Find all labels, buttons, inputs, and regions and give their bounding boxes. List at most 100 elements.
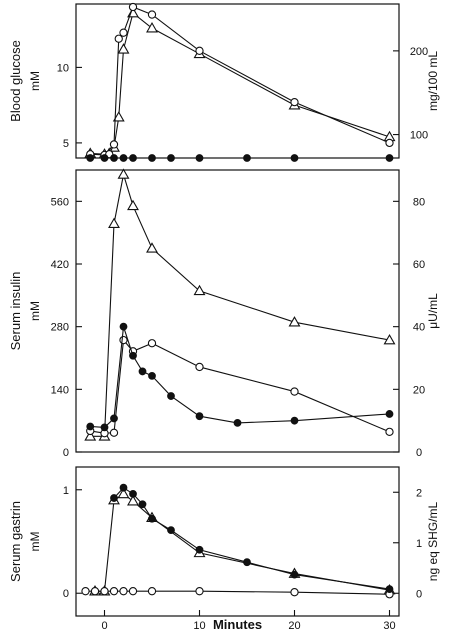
gastrin-data-point-circle-filled [119, 483, 128, 492]
glucose-right-tick-label: 200 [410, 46, 428, 58]
glucose-right-axis-title: mg/100 mL [426, 51, 440, 111]
gastrin-data-point-triangle-open [117, 487, 130, 499]
glucose-data-point-circle-filled [148, 154, 156, 162]
insulin-data-point-circle-filled [86, 422, 95, 431]
gastrin-data-point-triangle-open [127, 495, 139, 506]
glucose-series-line-circle-open [90, 6, 390, 156]
gastrin-data-point-circle-filled [110, 494, 118, 502]
insulin-left-tick-label: 420 [51, 259, 69, 271]
glucose-data-point-circle-open [128, 2, 138, 12]
gastrin-right-tick-label: 1 [416, 538, 422, 550]
insulin-data-point-triangle-open [193, 284, 206, 296]
glucose-data-point-circle-filled [167, 154, 175, 162]
x-tick-label: 0 [101, 620, 107, 632]
glucose-data-point-circle-filled [86, 154, 95, 162]
gastrin-data-point-circle-filled [195, 545, 204, 554]
glucose-data-point-circle-open [119, 28, 128, 37]
gastrin-series-line-circle-open [85, 590, 390, 595]
x-tick-label: 10 [193, 620, 205, 632]
gastrin-data-point-circle-filled [167, 526, 175, 535]
insulin-data-point-circle-filled [385, 410, 394, 418]
gastrin-series-line-circle-filled [113, 486, 390, 590]
insulin-series-line-triangle-open [90, 174, 390, 437]
glucose-data-point-circle-filled [243, 154, 251, 162]
glucose-left-tick-label: 10 [57, 62, 69, 74]
glucose-axis-title: Blood glucose [8, 40, 23, 122]
insulin-panel-frame [75, 169, 400, 453]
gastrin-data-point-circle-open [90, 587, 100, 596]
gastrin-data-point-circle-open [109, 587, 119, 596]
x-tick-label: 30 [383, 620, 395, 632]
gastrin-data-point-circle-filled [129, 490, 137, 498]
glucose-data-point-circle-filled [385, 154, 394, 162]
gastrin-data-point-circle-open [128, 587, 138, 596]
insulin-right-tick-label: 0 [416, 447, 422, 459]
insulin-right-tick-label: 60 [413, 259, 425, 271]
glucose-data-point-circle-filled [119, 154, 128, 162]
gastrin-data-point-circle-open [119, 587, 128, 596]
gastrin-right-axis-title: ng eq SHG/mL [426, 501, 440, 581]
insulin-data-point-triangle-open [383, 333, 396, 345]
glucose-data-point-circle-filled [129, 154, 137, 162]
insulin-data-point-triangle-open [84, 430, 97, 441]
glucose-data-point-circle-filled [100, 154, 109, 162]
insulin-data-point-circle-open [109, 428, 119, 437]
gastrin-data-point-circle-open [100, 587, 109, 596]
insulin-right-tick-label: 80 [413, 196, 425, 208]
glucose-data-point-triangle-open [117, 43, 130, 54]
glucose-data-point-circle-filled [110, 154, 118, 162]
gastrin-right-tick-label: 2 [416, 487, 422, 499]
gastrin-data-point-circle-open [195, 587, 204, 596]
gastrin-left-tick-label: 0 [63, 588, 69, 600]
glucose-data-point-circle-open [290, 97, 299, 107]
insulin-right-tick-label: 20 [413, 384, 425, 396]
glucose-data-point-circle-open [114, 34, 123, 43]
x-axis-title: Minutes [213, 617, 262, 632]
insulin-axis-title: Serum insulin [8, 272, 23, 351]
insulin-data-point-circle-filled [100, 423, 109, 432]
x-tick-label: 20 [288, 620, 300, 632]
insulin-data-point-triangle-open [108, 217, 120, 229]
gastrin-data-point-circle-filled [385, 585, 394, 593]
gastrin-data-point-circle-open [290, 588, 299, 597]
insulin-data-point-circle-filled [119, 322, 128, 331]
insulin-data-point-circle-filled [233, 419, 242, 427]
insulin-data-point-triangle-open [127, 199, 139, 211]
insulin-left-tick-label: 0 [63, 447, 69, 459]
insulin-data-point-circle-filled [110, 414, 118, 423]
glucose-data-point-circle-open [109, 140, 119, 149]
insulin-data-point-circle-open [195, 362, 204, 372]
insulin-left-tick-label: 280 [51, 322, 69, 334]
insulin-data-point-circle-open [147, 339, 157, 348]
glucose-left-tick-label: 5 [63, 138, 69, 150]
insulin-data-point-circle-filled [148, 372, 156, 380]
insulin-data-point-circle-filled [195, 412, 204, 421]
insulin-left-tick-label: 140 [51, 384, 69, 396]
insulin-right-tick-label: 40 [413, 322, 425, 334]
glucose-series-line-triangle-open [90, 12, 390, 155]
glucose-axis-unit: mM [28, 71, 42, 91]
insulin-data-point-circle-open [385, 427, 394, 437]
insulin-data-point-circle-filled [290, 416, 299, 425]
insulin-right-axis-title: μU/mL [426, 293, 440, 329]
glucose-panel-frame [75, 3, 400, 159]
insulin-data-point-triangle-open [146, 242, 158, 253]
glucose-data-point-circle-open [195, 46, 204, 55]
gastrin-panel-frame [75, 466, 400, 617]
glucose-data-point-circle-filled [290, 154, 299, 162]
gastrin-data-point-circle-open [147, 587, 157, 596]
gastrin-data-point-circle-open [81, 587, 90, 596]
insulin-data-point-circle-filled [167, 392, 175, 400]
insulin-data-point-triangle-open [117, 168, 130, 179]
insulin-data-point-triangle-open [288, 316, 301, 327]
gastrin-data-point-circle-filled [138, 500, 147, 509]
glucose-right-tick-label: 100 [410, 130, 428, 142]
gastrin-data-point-circle-filled [148, 514, 156, 523]
gastrin-axis-title: Serum gastrin [8, 501, 23, 582]
insulin-data-point-circle-filled [138, 367, 147, 376]
insulin-left-tick-label: 560 [51, 196, 69, 208]
gastrin-series-line-triangle-open [95, 493, 390, 592]
glucose-data-point-triangle-open [112, 111, 125, 122]
insulin-axis-unit: mM [28, 301, 42, 321]
insulin-data-point-circle-open [290, 387, 299, 396]
